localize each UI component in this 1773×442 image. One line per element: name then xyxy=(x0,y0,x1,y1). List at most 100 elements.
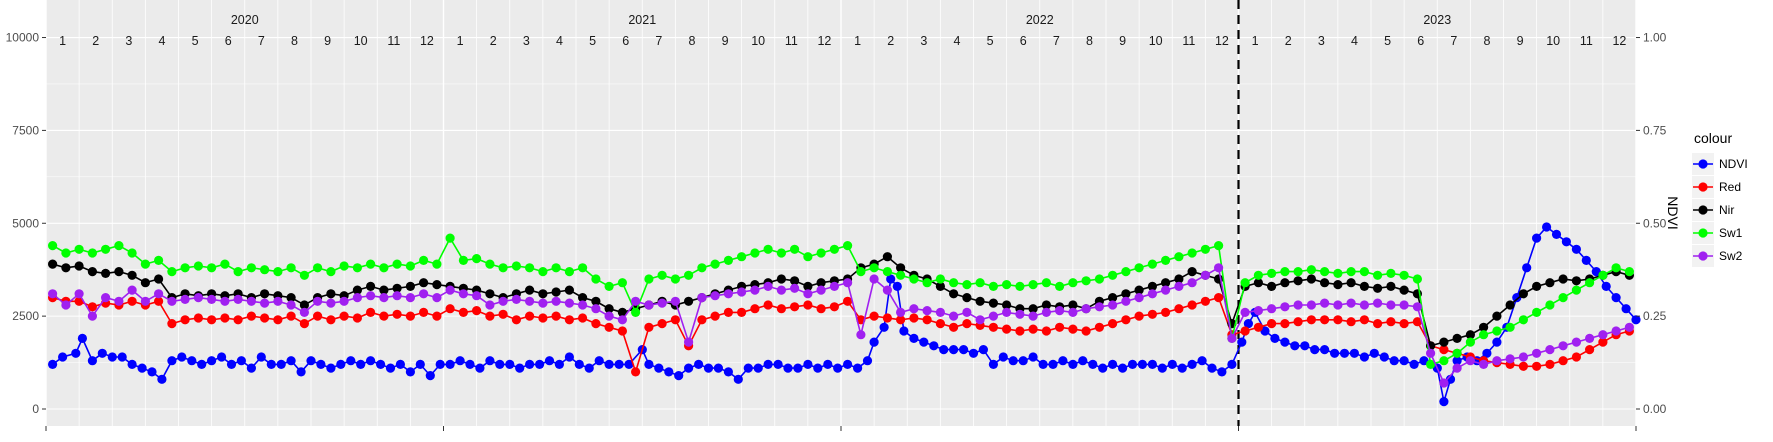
right-axis-tick-label: 0.50 xyxy=(1643,216,1667,230)
data-point xyxy=(998,352,1008,362)
data-point xyxy=(74,244,84,254)
data-point xyxy=(233,267,243,277)
data-point xyxy=(1121,315,1131,325)
data-point xyxy=(578,293,588,303)
legend-key-point xyxy=(1698,205,1708,215)
data-point xyxy=(296,367,306,377)
data-point xyxy=(1227,333,1237,343)
data-point xyxy=(1068,307,1078,317)
data-point xyxy=(1399,356,1409,366)
data-point xyxy=(339,296,349,306)
data-point xyxy=(538,267,548,277)
data-point xyxy=(256,352,266,362)
data-point xyxy=(1518,289,1528,299)
data-point xyxy=(1134,311,1144,321)
legend: colour NDVI Red Nir Sw1 Sw2 xyxy=(1692,130,1748,267)
data-point xyxy=(1028,280,1038,290)
month-label: 12 xyxy=(420,34,434,48)
data-point xyxy=(458,289,468,299)
data-point xyxy=(1306,315,1316,325)
data-point xyxy=(167,267,177,277)
month-label: 8 xyxy=(1086,34,1093,48)
month-label: 8 xyxy=(1483,34,1490,48)
data-point xyxy=(1611,293,1621,303)
data-point xyxy=(551,287,561,297)
data-point xyxy=(419,289,429,299)
data-point xyxy=(776,285,787,295)
data-point xyxy=(1373,270,1383,280)
data-point xyxy=(909,333,919,343)
data-point xyxy=(236,356,246,366)
data-point xyxy=(1028,311,1038,321)
data-point xyxy=(352,285,362,295)
data-point xyxy=(48,241,58,251)
data-point xyxy=(853,363,863,373)
data-point xyxy=(1081,326,1091,336)
data-point xyxy=(1200,296,1210,306)
data-point xyxy=(1558,356,1568,366)
data-point xyxy=(829,302,840,312)
data-point xyxy=(1214,241,1224,251)
data-point xyxy=(1290,341,1300,351)
data-point xyxy=(1041,307,1051,317)
year-label: 2022 xyxy=(1026,13,1054,27)
data-point xyxy=(816,278,826,288)
data-point xyxy=(896,307,906,317)
data-point xyxy=(395,359,405,369)
legend-key-point xyxy=(1698,251,1708,261)
data-point xyxy=(445,304,455,314)
month-label: 9 xyxy=(324,34,331,48)
data-point xyxy=(684,270,694,280)
data-point xyxy=(949,345,959,355)
data-point xyxy=(61,263,71,273)
data-point xyxy=(61,300,71,310)
data-point xyxy=(286,356,296,366)
data-point xyxy=(750,285,760,295)
data-point xyxy=(127,270,137,280)
data-point xyxy=(1624,267,1634,277)
data-point xyxy=(723,367,734,377)
data-point xyxy=(535,359,545,369)
data-point xyxy=(356,359,366,369)
data-point xyxy=(929,341,939,351)
data-point xyxy=(783,363,793,373)
data-point xyxy=(1118,363,1128,373)
data-point xyxy=(1532,348,1542,358)
month-label: 9 xyxy=(1517,34,1524,48)
data-point xyxy=(1214,293,1224,303)
data-point xyxy=(574,359,584,369)
data-point xyxy=(352,263,362,273)
legend-label: Sw1 xyxy=(1719,226,1743,240)
month-label: 5 xyxy=(192,34,199,48)
data-point xyxy=(793,363,803,373)
data-point xyxy=(869,274,879,284)
data-point xyxy=(127,248,137,258)
data-point xyxy=(1333,315,1343,325)
data-point xyxy=(140,259,150,269)
data-point xyxy=(1369,348,1379,358)
data-point xyxy=(644,359,654,369)
data-point xyxy=(750,304,760,314)
data-point xyxy=(432,259,442,269)
data-point xyxy=(776,248,787,258)
data-point xyxy=(614,359,624,369)
data-point xyxy=(1542,222,1552,232)
data-point xyxy=(1439,337,1449,347)
data-point xyxy=(1399,300,1409,310)
month-label: 7 xyxy=(1053,34,1060,48)
year-label: 2020 xyxy=(231,13,259,27)
data-point xyxy=(813,363,823,373)
data-point xyxy=(485,311,495,321)
data-point xyxy=(1452,356,1462,366)
data-point xyxy=(117,352,127,362)
data-point xyxy=(1621,304,1631,314)
data-point xyxy=(803,252,813,262)
data-point xyxy=(1571,244,1581,254)
data-point xyxy=(1631,315,1641,325)
data-point xyxy=(1465,337,1475,347)
month-label: 2 xyxy=(1285,34,1292,48)
left-axis-tick-label: 0 xyxy=(32,402,39,416)
data-point xyxy=(217,352,227,362)
data-point xyxy=(1055,322,1065,332)
